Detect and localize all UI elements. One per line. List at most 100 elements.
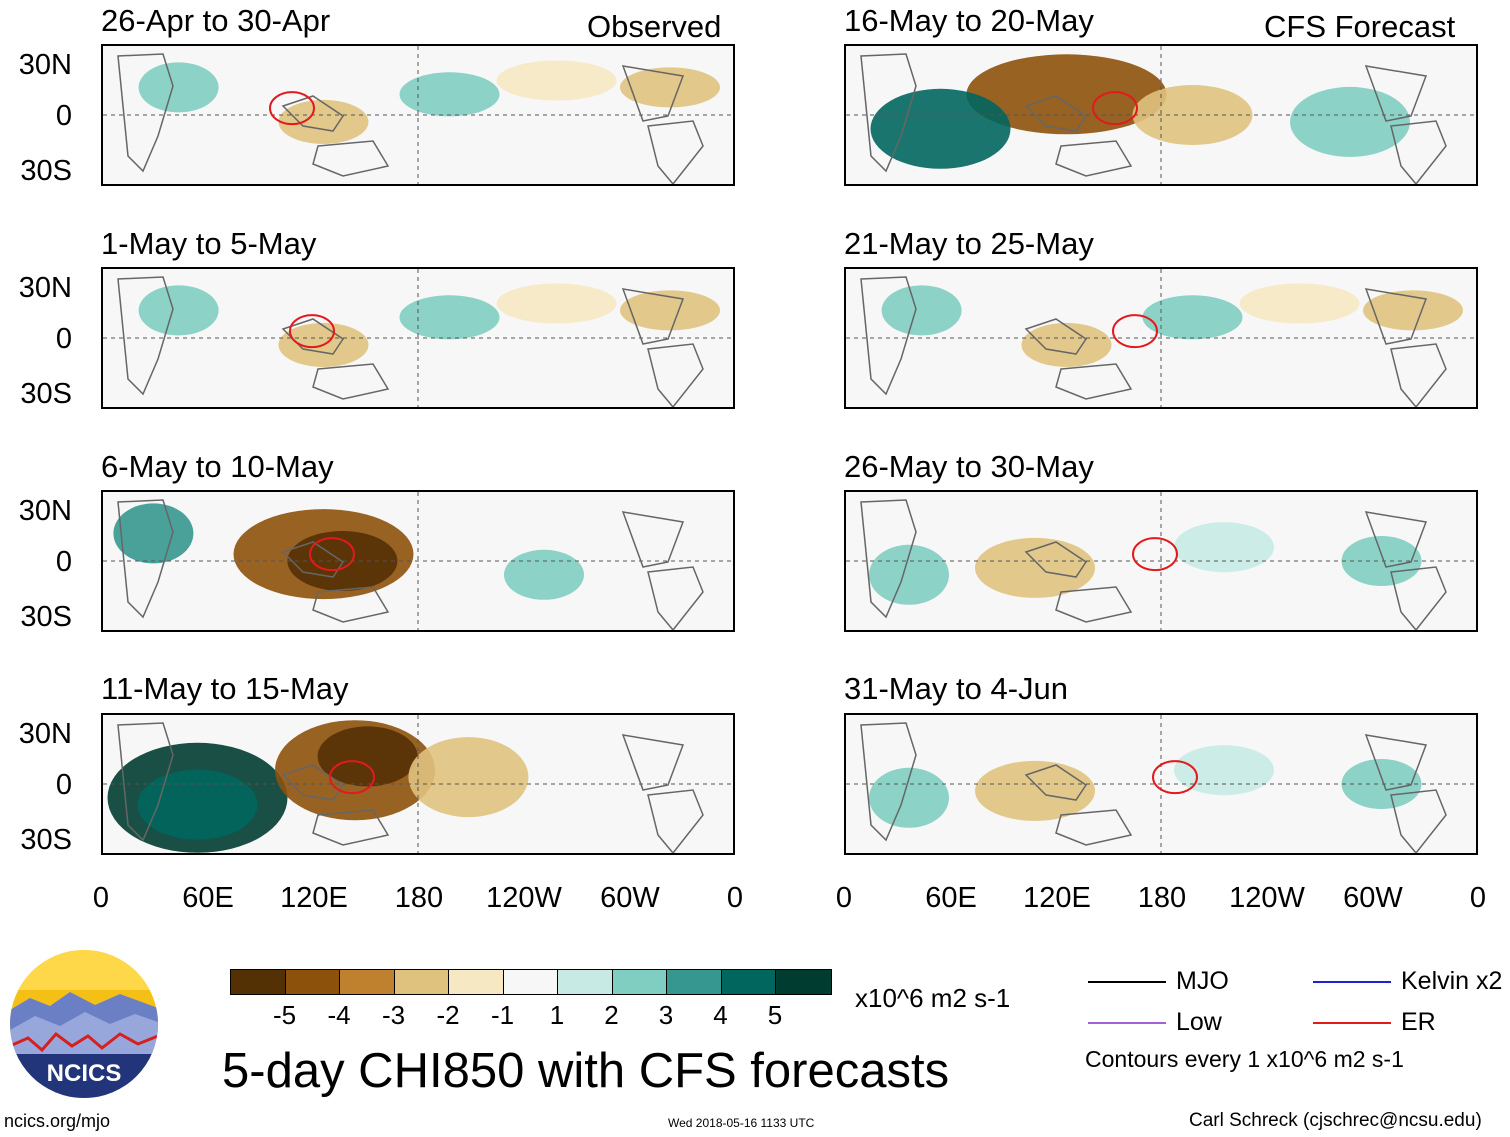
- lat-label-30n: 30N: [18, 495, 72, 527]
- coastline: [117, 722, 174, 842]
- anomaly-area: [317, 726, 418, 787]
- anomaly-area: [1341, 759, 1422, 809]
- coastline: [1390, 120, 1447, 184]
- lon-label-120w: 120W: [486, 882, 562, 914]
- lat-label-0: 0: [55, 100, 72, 132]
- colorbar-label: -4: [327, 1000, 351, 1030]
- coastline: [1055, 586, 1133, 623]
- coastline: [312, 809, 390, 846]
- panel-title-3: 6-May to 10-May: [101, 449, 334, 484]
- colorbar-label: 5: [767, 1000, 783, 1030]
- legend-low: Low: [1088, 1008, 1222, 1037]
- colorbar-label: 2: [604, 1000, 619, 1030]
- coastline: [647, 566, 704, 630]
- author-credit: Carl Schreck (cjschrec@ncsu.edu): [1189, 1110, 1482, 1131]
- anomaly-area: [113, 503, 194, 564]
- map-panel-2: [101, 267, 735, 409]
- lon-label-0-end: 0: [1469, 882, 1487, 914]
- coastline: [312, 140, 390, 177]
- lon-label-0: 0: [92, 882, 110, 914]
- lat-label-0: 0: [55, 546, 72, 578]
- coastline: [117, 53, 174, 173]
- anomaly-area: [1239, 283, 1360, 324]
- coastline: [1364, 734, 1428, 791]
- map-panel-8: [844, 713, 1478, 855]
- ncics-logo: NCICS: [10, 950, 158, 1098]
- anomaly-area: [1174, 522, 1274, 573]
- coastline: [621, 288, 685, 345]
- panel-title-7: 26-May to 30-May: [844, 449, 1094, 484]
- anomaly-area: [138, 285, 219, 336]
- coastline: [860, 499, 917, 619]
- contour-note: Contours every 1 x10^6 m2 s-1: [1085, 1046, 1404, 1072]
- observed-label: Observed: [587, 9, 722, 44]
- coastline: [117, 499, 174, 619]
- units-label: x10^6 m2 s-1: [855, 983, 1011, 1013]
- forecast-label: CFS Forecast: [1264, 9, 1456, 44]
- lat-label-0: 0: [55, 323, 72, 355]
- coastline: [621, 734, 685, 791]
- coastline: [1024, 95, 1088, 132]
- er-contour: [269, 91, 315, 126]
- coastline: [860, 276, 917, 396]
- anomaly-area: [1174, 745, 1274, 796]
- coastline: [1055, 809, 1133, 846]
- anomaly-area: [975, 537, 1095, 598]
- anomaly-area: [870, 88, 1011, 169]
- main-title: 5-day CHI850 with CFS forecasts: [222, 1044, 950, 1098]
- coastline: [1055, 363, 1133, 400]
- lon-label-0-end: 0: [726, 882, 744, 914]
- lat-label-30s: 30S: [20, 378, 72, 410]
- site-link[interactable]: ncics.org/mjo: [4, 1111, 111, 1131]
- colorbar-label: 3: [658, 1000, 674, 1030]
- anomaly-area: [1290, 86, 1410, 157]
- coastline: [1390, 789, 1447, 853]
- map-panel-4: [101, 713, 735, 855]
- anomaly-area: [869, 544, 949, 605]
- legend-label-er: ER: [1401, 1008, 1436, 1036]
- panel-title-6: 21-May to 25-May: [844, 226, 1094, 261]
- logo-text: NCICS: [47, 1060, 122, 1087]
- coastline: [1024, 541, 1088, 578]
- legend-mjo: MJO: [1088, 967, 1229, 996]
- anomaly-area: [881, 285, 962, 336]
- anomaly-area: [1021, 322, 1112, 367]
- anomaly-area: [869, 767, 949, 828]
- anomaly-area: [1341, 536, 1422, 586]
- colorbar-swatch: [667, 970, 722, 994]
- coastline: [621, 65, 685, 122]
- anomaly-area: [1142, 295, 1243, 340]
- coastline: [621, 511, 685, 568]
- coastline: [1024, 318, 1088, 355]
- colorbar-swatch: [449, 970, 504, 994]
- coastline: [1364, 511, 1428, 568]
- colorbar-label: 4: [713, 1000, 728, 1030]
- legend-kelvin: Kelvin x2: [1313, 967, 1502, 996]
- coastline: [281, 764, 345, 801]
- colorbar-swatch: [558, 970, 613, 994]
- anomaly-area: [1363, 290, 1463, 331]
- coastline: [1024, 764, 1088, 801]
- lon-label-60e: 60E: [182, 882, 234, 914]
- coastline: [860, 53, 917, 173]
- er-contour: [1092, 91, 1138, 126]
- map-panel-1: [101, 44, 735, 186]
- colorbar-label: -2: [436, 1000, 460, 1030]
- anomaly-area: [496, 283, 617, 324]
- er-line-icon: [1313, 1021, 1391, 1024]
- panel-title-5: 16-May to 20-May: [844, 3, 1094, 38]
- colorbar-label: 1: [549, 1000, 565, 1030]
- coastline: [117, 276, 174, 396]
- lat-label-30n: 30N: [18, 718, 72, 750]
- mjo-line-icon: [1088, 980, 1166, 983]
- lon-label-180: 180: [1137, 882, 1187, 914]
- anomaly-area: [504, 549, 584, 600]
- coastline: [1055, 140, 1133, 177]
- lon-label-120e: 120E: [280, 882, 348, 914]
- anomaly-area: [408, 737, 529, 818]
- colorbar-swatch: [721, 970, 776, 994]
- legend-label-kelvin: Kelvin x2: [1401, 967, 1503, 995]
- coastline: [1364, 65, 1428, 122]
- anomaly-area: [399, 72, 500, 117]
- anomaly-area: [966, 54, 1167, 135]
